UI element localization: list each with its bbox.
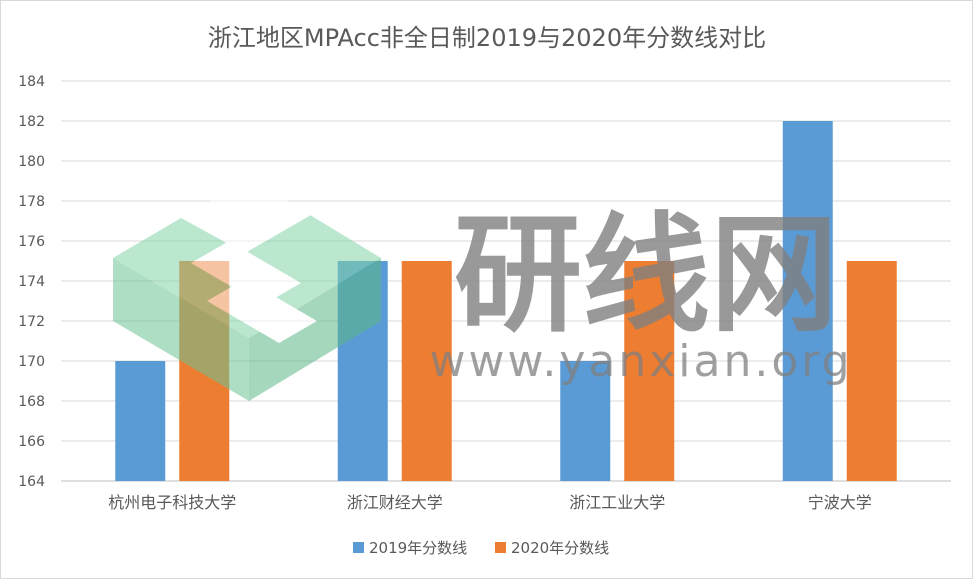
x-category-label: 宁波大学: [808, 493, 872, 512]
y-axis-ticks: 164 166 168 170 172 174 176 178 180 182 184: [18, 74, 45, 490]
y-tick-label: 164: [18, 474, 45, 490]
bar-series-1: [560, 361, 611, 481]
bar-series-2: [624, 261, 675, 481]
y-tick-label: 166: [18, 434, 45, 450]
y-tick-label: 170: [18, 354, 45, 370]
y-tick-label: 176: [18, 234, 45, 250]
bar-series-1: [115, 361, 166, 481]
x-axis-labels: 杭州电子科技大学 浙江财经大学 浙江工业大学 宁波大学: [108, 493, 872, 512]
bar-series-2: [846, 261, 897, 481]
y-tick-label: 180: [18, 154, 45, 170]
x-category-label: 浙江财经大学: [347, 493, 443, 512]
watermark: 研线网 www.yanxian.org: [113, 178, 852, 401]
x-category-label: 杭州电子科技大学: [108, 493, 236, 512]
legend-label: 2019年分数线: [369, 539, 467, 557]
y-tick-label: 182: [18, 114, 45, 130]
bar-series-1: [782, 121, 833, 481]
y-tick-label: 178: [18, 194, 45, 210]
y-tick-label: 184: [18, 74, 45, 90]
legend-swatch: [495, 542, 506, 553]
legend: 2019年分数线 2020年分数线: [353, 539, 609, 557]
bar-series-2: [401, 261, 452, 481]
x-category-label: 浙江工业大学: [569, 493, 665, 512]
y-tick-label: 172: [18, 314, 45, 330]
y-tick-label: 174: [18, 274, 45, 290]
chart-title: 浙江地区MPAcc非全日制2019与2020年分数线对比: [208, 24, 766, 52]
legend-label: 2020年分数线: [511, 539, 609, 557]
watermark-logo-icon: [113, 178, 381, 401]
watermark-url: www.yanxian.org: [429, 336, 852, 387]
y-tick-label: 168: [18, 394, 45, 410]
watermark-text: 研线网: [454, 201, 838, 350]
bars: [115, 121, 897, 481]
legend-swatch: [353, 542, 364, 553]
